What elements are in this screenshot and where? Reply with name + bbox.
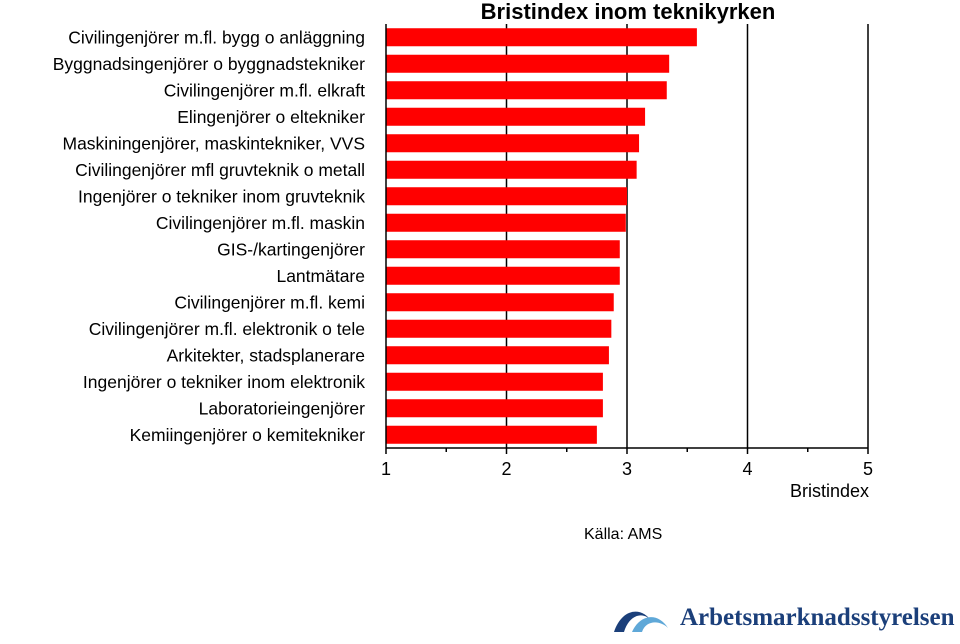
- bar: [386, 399, 603, 418]
- category-label: Civilingenjörer m.fl. bygg o anläggning: [68, 27, 365, 47]
- bars: [386, 28, 697, 444]
- category-label: Civilingenjörer mfl gruvteknik o metall: [75, 160, 365, 180]
- logo: Arbetsmarknadsstyrelsen: [612, 600, 960, 640]
- category-labels: Civilingenjörer m.fl. bygg o anläggning B…: [53, 27, 366, 445]
- category-label: GIS-/kartingenjörer: [217, 239, 365, 259]
- category-label: Lantmätare: [276, 266, 365, 286]
- category-label: Ingenjörer o tekniker inom gruvteknik: [78, 186, 365, 206]
- bar: [386, 346, 609, 365]
- x-axis-label: Bristindex: [790, 481, 869, 501]
- logo-text: Arbetsmarknadsstyrelsen: [680, 604, 955, 631]
- bar: [386, 54, 670, 73]
- x-tick-label: 1: [381, 459, 391, 479]
- category-label: Civilingenjörer m.fl. elkraft: [164, 80, 365, 100]
- x-tick-label: 3: [622, 459, 632, 479]
- bar: [386, 213, 626, 232]
- category-label: Elingenjörer o eltekniker: [177, 107, 365, 127]
- bar: [386, 187, 627, 206]
- category-label: Ingenjörer o tekniker inom elektronik: [83, 372, 365, 392]
- bar: [386, 293, 614, 312]
- category-label: Arkitekter, stadsplanerare: [167, 345, 365, 365]
- bar: [386, 319, 612, 338]
- category-label: Civilingenjörer m.fl. kemi: [174, 292, 365, 312]
- category-label: Civilingenjörer m.fl. elektronik o tele: [89, 319, 365, 339]
- bar: [386, 81, 667, 100]
- bar-chart: Bristindex inom teknikyrken Civilingenjö…: [53, 0, 873, 501]
- x-tick-label: 2: [501, 459, 511, 479]
- x-axis: 1 2 3 4 5: [381, 447, 873, 479]
- category-label: Byggnadsingenjörer o byggnadstekniker: [53, 54, 365, 74]
- x-tick-label: 5: [863, 459, 873, 479]
- chart-title: Bristindex inom teknikyrken: [481, 0, 776, 24]
- bar: [386, 28, 697, 47]
- category-label: Civilingenjörer m.fl. maskin: [156, 213, 365, 233]
- bar: [386, 107, 646, 126]
- ams-wave-logo-icon: [614, 611, 668, 632]
- bar: [386, 425, 597, 444]
- source-note: Källa: AMS: [584, 526, 663, 543]
- bar: [386, 372, 603, 391]
- category-label: Maskiningenjörer, maskintekniker, VVS: [63, 133, 366, 153]
- category-label: Laboratorieingenjörer: [199, 398, 366, 418]
- bar: [386, 134, 640, 153]
- category-label: Kemiingenjörer o kemitekniker: [130, 425, 366, 445]
- bar: [386, 240, 620, 259]
- bar: [386, 266, 620, 285]
- bar: [386, 160, 637, 179]
- x-tick-label: 4: [742, 459, 752, 479]
